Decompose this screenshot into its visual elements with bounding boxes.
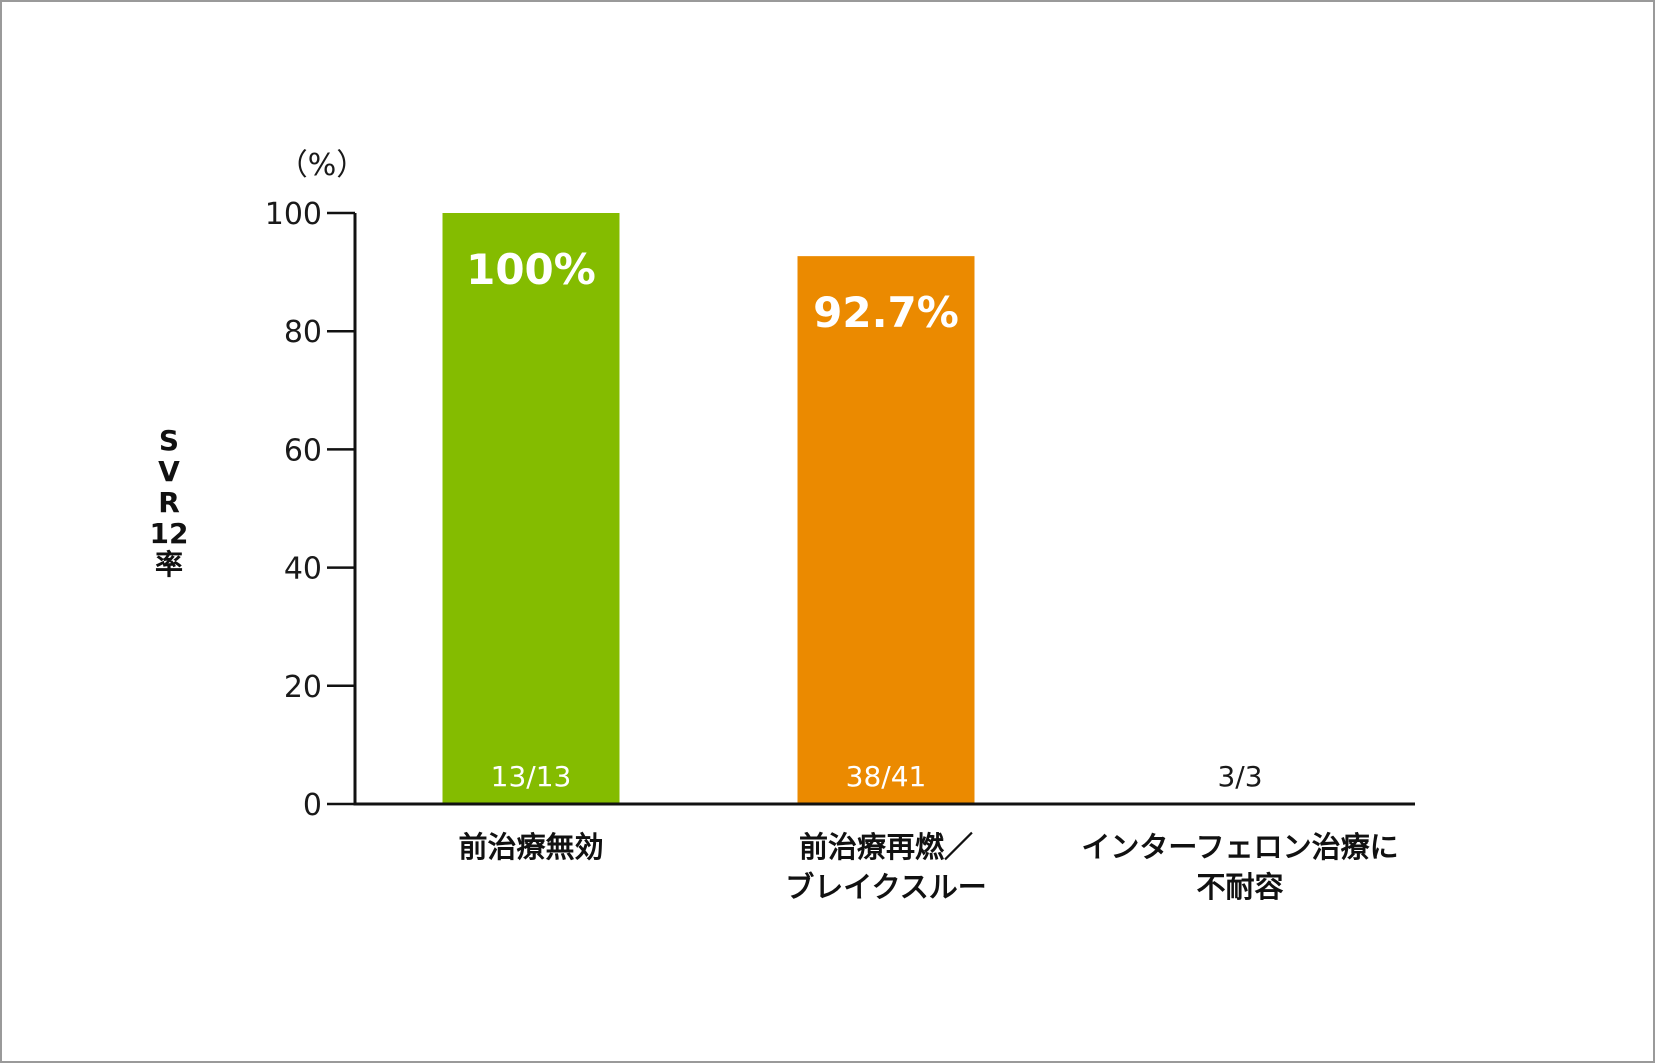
category-label-1-line-1: 前治療無効	[458, 830, 603, 864]
y-axis-label-char-3: R	[158, 486, 180, 519]
y-tick-label-20: 20	[284, 670, 322, 705]
category-label-2-line-1: 前治療再燃／	[799, 830, 973, 864]
count-label-2: 38/41	[846, 760, 927, 793]
y-axis-label-char-4: 12	[150, 517, 189, 550]
y-axis-label-char-1: S	[159, 424, 179, 457]
bar-1	[442, 213, 620, 804]
y-tick-label-40: 40	[284, 552, 322, 587]
bar-2	[797, 256, 975, 804]
y-tick-label-0: 0	[303, 788, 322, 823]
y-unit-label: （%）	[278, 148, 367, 183]
count-label-3: 3/3	[1217, 760, 1262, 793]
category-label-2-line-2: ブレイクスルー	[785, 870, 987, 904]
value-label-1: 100%	[466, 245, 596, 294]
value-label-2: 92.7%	[813, 288, 959, 337]
y-axis-label-char-5: 率	[155, 548, 183, 581]
y-tick-label-60: 60	[284, 433, 322, 468]
category-label-3-line-1: インターフェロン治療に	[1081, 830, 1398, 864]
y-tick-label-100: 100	[265, 197, 322, 232]
y-axis-label-char-2: V	[158, 455, 180, 488]
category-label-3-line-2: 不耐容	[1196, 870, 1283, 904]
count-label-1: 13/13	[491, 760, 572, 793]
y-tick-label-80: 80	[284, 315, 322, 350]
